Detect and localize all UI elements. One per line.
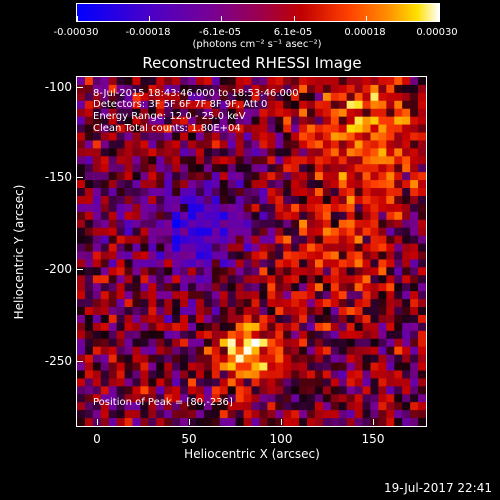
colorbar-tick — [366, 16, 367, 21]
y-tick-label: -100 — [44, 80, 72, 94]
heatmap — [77, 77, 426, 426]
clean-counts-text: Clean Total counts: 1.80E+04 — [93, 123, 241, 134]
image-plot — [76, 76, 427, 427]
y-tick — [77, 361, 83, 362]
time-range-text: 8-Jul-2015 18:43:46.000 to 18:53:46.000 — [93, 88, 299, 99]
colorbar-units: (photons cm⁻² s⁻¹ asec⁻²) — [192, 39, 322, 50]
colorbar-label: 0.00030 — [416, 27, 458, 38]
peak-position-text: Position of Peak = [80,-236] — [93, 397, 233, 408]
colorbar-tick — [438, 16, 439, 21]
x-tick — [281, 419, 282, 425]
colorbar-tick — [149, 16, 150, 21]
y-tick — [77, 177, 83, 178]
colorbar-label: 0.00018 — [344, 27, 386, 38]
x-tick — [97, 419, 98, 425]
y-axis-title: Heliocentric Y (arcsec) — [12, 184, 26, 320]
x-tick — [373, 419, 374, 425]
colorbar-label: -0.00018 — [125, 27, 171, 38]
timestamp-footer: 19-Jul-2017 22:41 — [383, 481, 492, 495]
y-tick-label: -250 — [44, 354, 72, 368]
y-tick-label: -150 — [44, 170, 72, 184]
x-tick-label: 100 — [269, 432, 293, 446]
x-axis-title: Heliocentric X (arcsec) — [184, 447, 320, 461]
energy-range-text: Energy Range: 12.0 - 25.0 keV — [93, 111, 246, 122]
colorbar-tick — [221, 16, 222, 21]
x-tick-label: 150 — [361, 432, 385, 446]
y-tick — [77, 87, 83, 88]
colorbar-label: -6.1e-05 — [199, 27, 241, 38]
image-title: Reconstructed RHESSI Image — [142, 54, 362, 72]
detectors-text: Detectors: 3F 5F 6F 7F 8F 9F, Att 0 — [93, 99, 268, 110]
y-tick-label: -200 — [44, 262, 72, 276]
colorbar-tick — [77, 16, 78, 21]
y-tick — [77, 269, 83, 270]
x-tick-label: 0 — [93, 432, 101, 446]
colorbar-label: 6.1e-05 — [273, 27, 313, 38]
x-tick-label: 50 — [181, 432, 197, 446]
colorbar-tick — [294, 16, 295, 21]
colorbar-label: -0.00030 — [53, 27, 99, 38]
x-tick — [189, 419, 190, 425]
colorbar — [76, 3, 440, 22]
